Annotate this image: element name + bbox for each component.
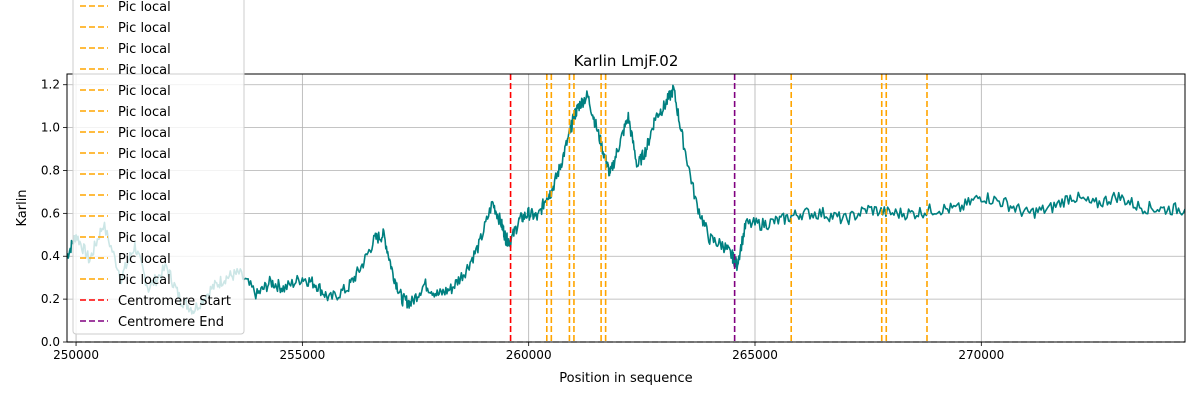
x-tick-label: 270000 [958,348,1004,362]
x-tick-label: 250000 [53,348,99,362]
legend-label: Pic local [118,189,171,204]
legend-label: Pic local [118,105,171,120]
x-tick-label: 265000 [732,348,778,362]
legend: Pic local Pic local Pic local Pic local Pic … [72,0,245,335]
legend-label: Pic local [118,231,171,246]
y-axis: 0.0 0.2 0.4 0.6 0.8 1.0 1.2 [41,78,67,349]
legend-label: Pic local [118,84,171,99]
y-tick-label: 0.0 [41,335,60,349]
series-line-0 [67,84,1185,315]
y-tick-label: 0.2 [41,292,60,306]
y-tick-label: 0.8 [41,163,60,177]
legend-label: Centromere End [118,315,224,330]
legend-label: Pic local [118,273,171,288]
legend-label: Pic local [118,21,171,36]
plot-frame [66,73,1186,343]
legend-label: Pic local [118,42,171,57]
x-axis-label: Position in sequence [559,371,692,386]
chart-title: Karlin LmjF.02 [574,52,679,70]
legend-label: Pic local [118,126,171,141]
legend-label: Pic local [118,0,171,15]
legend-label: Pic local [118,147,171,162]
legend-label: Pic local [118,63,171,78]
legend-label: Pic local [118,210,171,225]
y-tick-label: 1.2 [41,78,60,92]
y-tick-label: 1.0 [41,121,60,135]
legend-box [72,0,245,335]
x-tick-label: 255000 [279,348,325,362]
legend-label: Pic local [118,168,171,183]
y-axis-label: Karlin [15,189,30,226]
y-tick-label: 0.6 [41,206,60,220]
legend-label: Pic local [118,252,171,267]
series-layer [67,84,1185,315]
x-axis: 250000 255000 260000 265000 270000 [53,342,1004,362]
legend-label: Centromere Start [118,294,231,309]
x-tick-label: 260000 [506,348,552,362]
y-tick-label: 0.4 [41,249,60,263]
